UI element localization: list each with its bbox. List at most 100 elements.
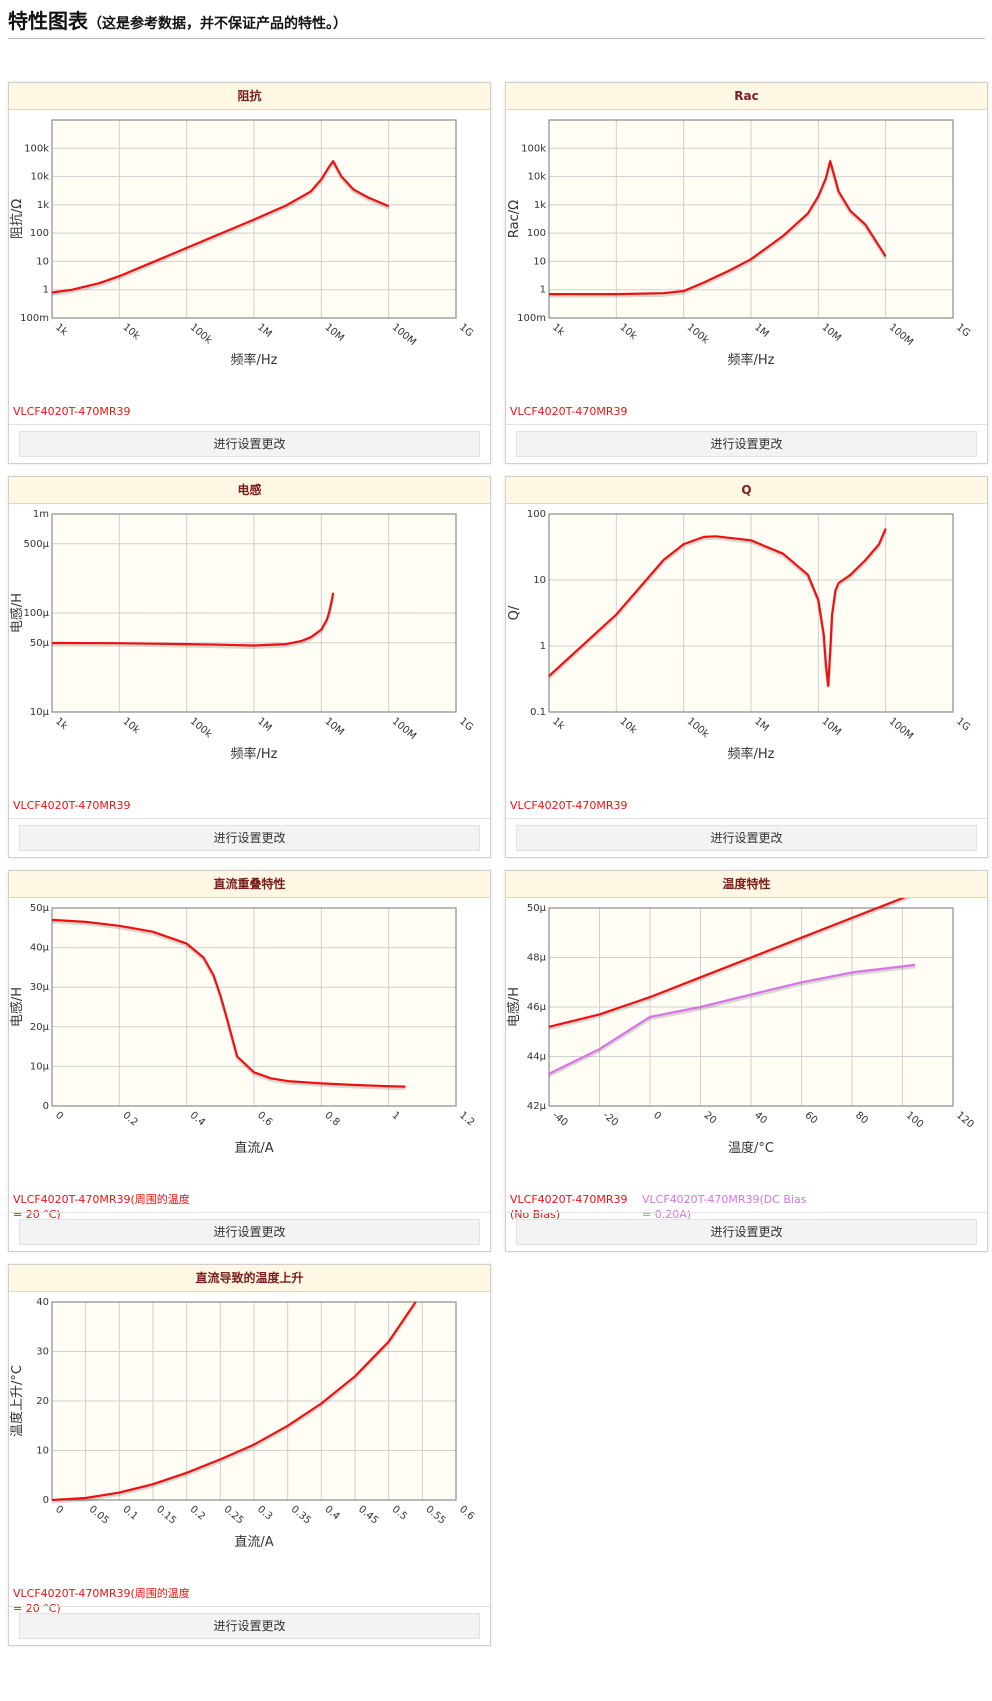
x-tick-label: 0.45 <box>356 1504 380 1527</box>
y-axis-label: Rac/Ω <box>507 200 522 238</box>
x-tick-label: 10k <box>120 322 141 342</box>
chart-panel-temperature: 温度特性 -40 -20 0 20 40 60 80 100 120 42μ 44μ 46μ 48μ 50μ… <box>505 870 988 1252</box>
x-tick-label: 1k <box>53 322 70 338</box>
x-tick-label: 0.8 <box>322 1110 341 1129</box>
chart-panel-temp-rise: 直流导致的温度上升 0 0.05 0.1 0.15 0.2 0.25 0.3 0.35 0.4 0.… <box>8 1264 491 1646</box>
change-settings-button[interactable]: 进行设置更改 <box>516 1219 977 1245</box>
x-tick-label: 0 <box>651 1110 663 1123</box>
x-tick-label: 100M <box>390 322 418 348</box>
y-tick-label: 20μ <box>30 1022 50 1033</box>
x-tick-label: 10M <box>819 322 842 344</box>
x-tick-label: 10M <box>322 322 345 344</box>
y-axis-label: 温度上升/°C <box>9 1365 25 1437</box>
y-tick-label: 10k <box>527 172 546 183</box>
legend-entry: VLCF4020T-470MR39 <box>13 799 131 812</box>
y-tick-label: 1k <box>37 200 49 211</box>
x-tick-label: 0.4 <box>322 1504 341 1523</box>
plot-border <box>548 907 954 1107</box>
change-settings-button[interactable]: 进行设置更改 <box>516 431 977 457</box>
plot-border <box>51 1301 457 1501</box>
legend-entry: VLCF4020T-470MR39(周围的温度 = 20 °C) <box>13 1193 190 1221</box>
legend-entry: VLCF4020T-470MR39(周围的温度 = 20 °C) <box>13 1587 190 1615</box>
legend-entry: VLCF4020T-470MR39 <box>510 405 628 418</box>
chart-panel-q: Q 1k 10k 100k 1M 10M 100M 1G 0.1 1 10 100 频率/Hz Q/VLC… <box>505 476 988 858</box>
x-tick-label: 100M <box>887 716 915 742</box>
x-tick-label: 60 <box>803 1110 820 1127</box>
panel-divider <box>9 1606 490 1607</box>
x-tick-label: 1G <box>457 322 475 340</box>
y-axis-label: 电感/H <box>506 987 522 1027</box>
y-axis-label: 阻抗/Ω <box>10 199 25 239</box>
y-tick-label: 1k <box>534 200 546 211</box>
y-tick-label: 48μ <box>527 953 547 964</box>
y-tick-label: 40 <box>36 1297 49 1308</box>
x-tick-label: 10M <box>819 716 842 738</box>
x-axis-label: 频率/Hz <box>728 746 775 762</box>
x-tick-label: 0.6 <box>255 1110 274 1129</box>
x-tick-label: 1k <box>550 716 567 732</box>
y-tick-label: 1 <box>540 641 546 652</box>
series-shadow <box>51 1303 417 1504</box>
y-tick-label: 100k <box>521 143 546 154</box>
y-tick-label: 30μ <box>30 982 50 993</box>
x-tick-label: 0.15 <box>154 1504 178 1527</box>
y-tick-label: 100μ <box>24 608 50 619</box>
chart-title: Rac <box>506 83 987 110</box>
chart-svg-rac: 1k 10k 100k 1M 10M 100M 1G 100m 1 10 100 1k 10k 100k 频… <box>507 119 972 368</box>
y-axis-label: 电感/H <box>9 593 25 633</box>
y-tick-label: 0 <box>43 1495 49 1506</box>
change-settings-button[interactable]: 进行设置更改 <box>19 431 480 457</box>
series-line-1 <box>548 963 916 1075</box>
chart-title: 阻抗 <box>9 83 490 110</box>
x-tick-label: 0.2 <box>188 1504 207 1523</box>
x-tick-label: 100 <box>904 1110 926 1131</box>
x-tick-label: 1M <box>752 322 771 340</box>
panel-divider <box>506 424 987 425</box>
x-tick-label: 120 <box>954 1110 976 1131</box>
change-settings-button[interactable]: 进行设置更改 <box>19 1219 480 1245</box>
x-tick-label: 0 <box>53 1110 65 1123</box>
y-tick-label: 10 <box>36 1446 49 1457</box>
y-tick-label: 10 <box>36 256 49 267</box>
x-tick-label: 0.4 <box>188 1110 207 1129</box>
y-tick-label: 100 <box>30 228 49 239</box>
chart-svg-impedance: 1k 10k 100k 1M 10M 100M 1G 100m 1 10 100 1k 10k 100k 频… <box>10 119 475 368</box>
x-tick-label: 80 <box>853 1110 870 1127</box>
y-tick-label: 50μ <box>30 903 50 914</box>
panel-divider <box>9 424 490 425</box>
plot-border <box>51 513 457 713</box>
chart-title: Q <box>506 477 987 504</box>
series-line-0 <box>549 160 887 296</box>
x-axis-label: 直流/A <box>234 1141 273 1156</box>
chart-panel-inductance: 电感 1k 10k 100k 1M 10M 100M 1G 10μ 50μ 100μ 500μ 1m 频率… <box>8 476 491 858</box>
y-tick-label: 100m <box>517 313 546 324</box>
change-settings-button[interactable]: 进行设置更改 <box>19 1613 480 1639</box>
y-tick-label: 30 <box>36 1347 49 1358</box>
y-tick-label: 46μ <box>527 1002 547 1013</box>
change-settings-button[interactable]: 进行设置更改 <box>19 825 480 851</box>
x-tick-label: 10k <box>617 322 638 342</box>
x-tick-label: 0 <box>53 1504 65 1517</box>
chart-svg-dc-superposition: 0 0.2 0.4 0.6 0.8 1 1.2 0 10μ 20μ 30μ 40μ 50μ 直流/A 电感/… <box>9 903 476 1156</box>
x-tick-label: 100k <box>685 322 711 347</box>
x-tick-label: 0.35 <box>289 1504 313 1527</box>
chart-panel-rac: Rac 1k 10k 100k 1M 10M 100M 1G 100m 1 10 100 1k 10k 10… <box>505 82 988 464</box>
chart-svg-temp-rise: 0 0.05 0.1 0.15 0.2 0.25 0.3 0.35 0.4 0.45 0.5 0.55… <box>9 1297 476 1550</box>
x-tick-label: 0.25 <box>221 1504 245 1527</box>
x-tick-label: 40 <box>752 1110 769 1127</box>
y-tick-label: 1 <box>540 285 546 296</box>
x-tick-label: 100M <box>887 322 915 348</box>
y-tick-label: 20 <box>36 1396 49 1407</box>
x-tick-label: 1G <box>457 716 475 734</box>
x-tick-label: -20 <box>601 1110 621 1129</box>
y-tick-label: 100m <box>20 313 49 324</box>
series-line-0 <box>548 528 887 687</box>
series-shadow <box>548 965 916 1078</box>
page-header: 特性图表（这是参考数据，并不保证产品的特性。） <box>8 6 985 39</box>
y-tick-label: 500μ <box>24 539 50 550</box>
legend-entry: VLCF4020T-470MR39 <box>13 405 131 418</box>
y-tick-label: 0 <box>43 1101 49 1112</box>
x-axis-label: 频率/Hz <box>728 352 775 368</box>
series-line-0 <box>51 1301 417 1502</box>
change-settings-button[interactable]: 进行设置更改 <box>516 825 977 851</box>
